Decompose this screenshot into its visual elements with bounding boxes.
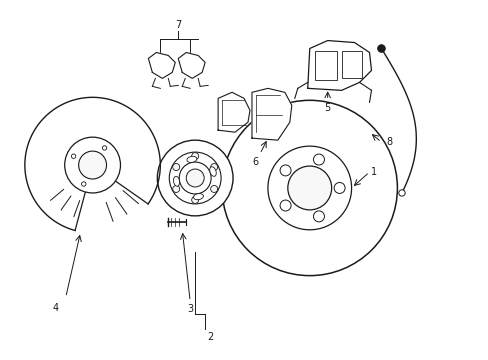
Circle shape: [172, 185, 179, 193]
Circle shape: [179, 162, 211, 194]
Ellipse shape: [193, 194, 203, 200]
Text: 1: 1: [371, 167, 377, 177]
Circle shape: [186, 169, 203, 187]
Circle shape: [313, 211, 324, 222]
Circle shape: [222, 100, 397, 276]
Circle shape: [280, 200, 290, 211]
Circle shape: [333, 183, 345, 193]
Text: 2: 2: [206, 332, 213, 342]
Circle shape: [157, 140, 233, 216]
Circle shape: [210, 163, 217, 171]
Text: 4: 4: [53, 302, 59, 312]
Circle shape: [64, 137, 120, 193]
Ellipse shape: [173, 176, 179, 186]
Circle shape: [191, 153, 198, 159]
Polygon shape: [251, 88, 291, 140]
Bar: [341, 50, 361, 78]
Circle shape: [172, 163, 179, 171]
Polygon shape: [218, 92, 249, 132]
Circle shape: [267, 146, 351, 230]
Circle shape: [398, 190, 405, 196]
Circle shape: [71, 154, 76, 158]
Polygon shape: [25, 97, 160, 230]
Circle shape: [79, 151, 106, 179]
Circle shape: [102, 146, 106, 150]
Circle shape: [81, 182, 86, 186]
Text: 3: 3: [187, 305, 193, 315]
Text: 5: 5: [324, 103, 330, 113]
Circle shape: [287, 166, 331, 210]
Text: 6: 6: [251, 157, 258, 167]
Polygon shape: [178, 53, 205, 78]
Text: 8: 8: [386, 137, 392, 147]
Ellipse shape: [209, 167, 216, 176]
Circle shape: [280, 165, 290, 176]
Text: 7: 7: [175, 19, 181, 30]
Bar: [314, 50, 336, 80]
Ellipse shape: [186, 156, 197, 162]
Circle shape: [313, 154, 324, 165]
Circle shape: [377, 45, 385, 52]
Circle shape: [191, 197, 198, 203]
Circle shape: [210, 185, 217, 193]
Polygon shape: [307, 41, 371, 90]
Polygon shape: [148, 53, 175, 78]
Circle shape: [169, 152, 221, 204]
